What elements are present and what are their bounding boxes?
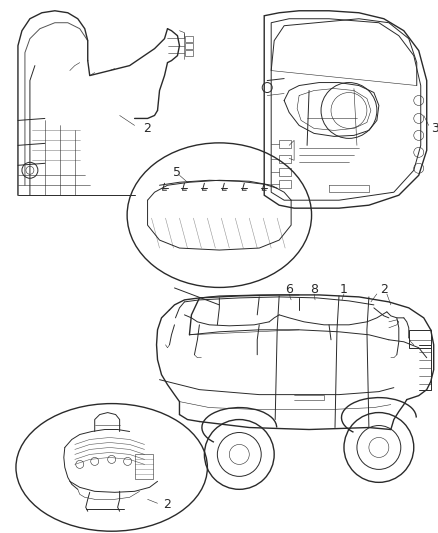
Bar bbox=[279, 140, 291, 148]
Text: 5: 5 bbox=[173, 166, 181, 179]
Bar bbox=[185, 36, 194, 42]
Text: 2: 2 bbox=[144, 122, 152, 135]
Text: 8: 8 bbox=[310, 284, 318, 296]
Bar bbox=[185, 50, 194, 55]
Bar bbox=[409, 330, 431, 348]
Text: 2: 2 bbox=[380, 284, 388, 296]
Text: 6: 6 bbox=[285, 284, 293, 296]
Text: 1: 1 bbox=[340, 284, 348, 296]
Bar bbox=[134, 455, 152, 479]
Text: 3: 3 bbox=[431, 122, 438, 135]
Bar bbox=[185, 43, 194, 49]
Bar bbox=[279, 168, 291, 176]
Bar bbox=[279, 180, 291, 188]
Text: 2: 2 bbox=[163, 498, 171, 511]
Bar bbox=[279, 155, 291, 163]
